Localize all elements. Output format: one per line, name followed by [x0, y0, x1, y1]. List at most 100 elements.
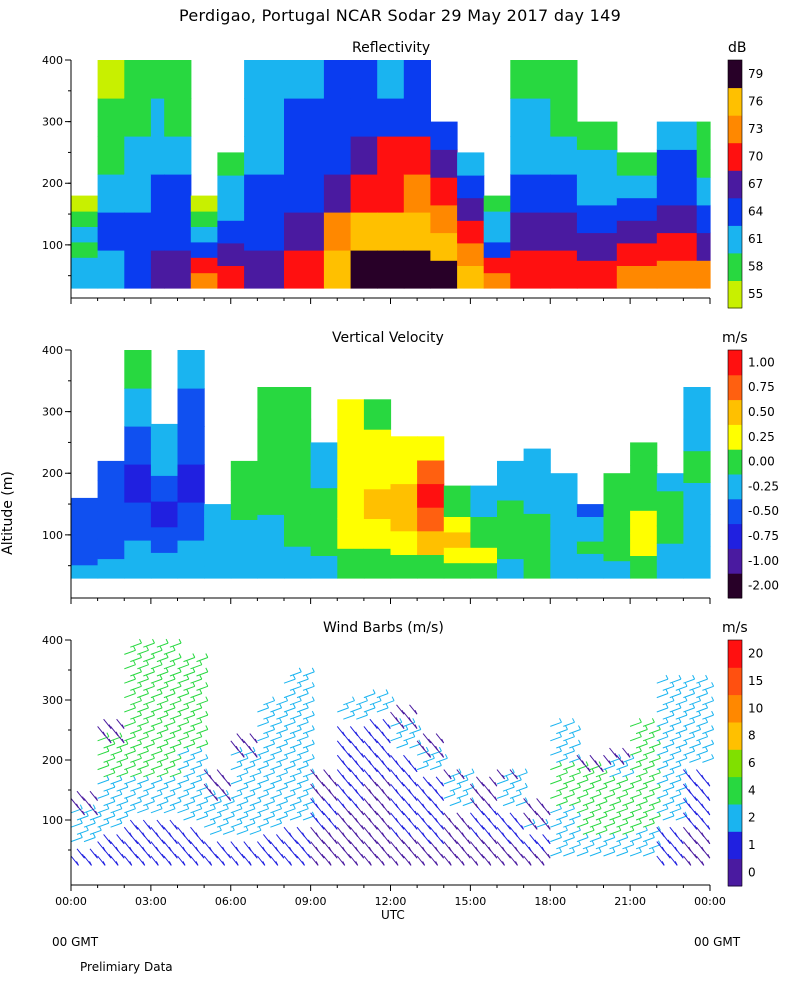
wind-barb-flag — [266, 761, 270, 766]
wind-barb-flag — [625, 775, 629, 781]
wind-barb-flag — [292, 804, 296, 809]
reflectivity-cell — [284, 212, 325, 251]
wind-barb — [556, 815, 568, 821]
wind-barb-flag — [511, 797, 515, 802]
wind-barb — [289, 714, 302, 720]
wind-barb — [97, 822, 110, 828]
wind-barb — [249, 829, 262, 835]
wind-barb-flag — [342, 789, 346, 794]
wind-barb-flag — [139, 696, 142, 701]
wind-barb — [648, 772, 661, 778]
wind-barb-flag — [172, 674, 176, 680]
vertical-velocity-cell — [656, 490, 684, 509]
wind-barb-flag — [454, 825, 458, 830]
wind-barb — [642, 721, 655, 727]
wind-barb — [302, 801, 315, 807]
wind-barb — [203, 822, 216, 828]
wind-barb — [263, 729, 275, 735]
reflectivity-cell — [244, 174, 285, 213]
wind-barb-flag — [199, 790, 203, 795]
wind-barb-flag — [385, 703, 389, 709]
wind-barb-flag — [334, 796, 338, 801]
wind-barb-flag — [565, 754, 568, 759]
wind-barb-flag — [401, 839, 405, 845]
wind-barb-flag — [359, 703, 362, 709]
reflectivity-cell — [576, 177, 618, 206]
wind-barb — [563, 837, 575, 843]
wind-barb-flag — [661, 861, 665, 866]
wind-barb-flag — [205, 653, 209, 658]
wind-barb-flag — [374, 853, 378, 859]
wind-barb — [263, 815, 275, 821]
wind-barb-flag — [598, 818, 602, 824]
wind-barb-flag — [279, 746, 283, 752]
wind-barb-flag — [199, 761, 203, 766]
wind-barb-flag — [146, 718, 149, 723]
wind-barb-flag — [192, 682, 196, 687]
reflectivity-cell — [71, 241, 99, 258]
reflectivity-cell — [550, 250, 578, 289]
figure-title: Perdigao, Portugal NCAR Sodar 29 May 201… — [178, 6, 622, 25]
wind-barb — [110, 779, 123, 785]
wind-barb — [509, 779, 522, 785]
vertical-velocity-cell — [683, 450, 711, 483]
wind-barb-flag — [192, 754, 196, 759]
vertical-velocity-cell — [550, 543, 578, 562]
wind-barb-flag — [678, 790, 682, 795]
wind-barb-flag — [408, 861, 412, 866]
wind-barb-flag — [461, 861, 465, 866]
wind-barb — [350, 707, 362, 713]
wind-barb — [143, 642, 155, 648]
wind-barb-flag — [195, 861, 199, 866]
wind-barb-flag — [239, 818, 243, 824]
wind-barb-flag — [422, 861, 426, 866]
vertical-velocity-cell — [363, 488, 392, 519]
vertical-velocity-cell — [656, 508, 684, 527]
wind-barb — [648, 757, 661, 763]
wind-barb-flag — [155, 846, 159, 852]
wind-barb-flag — [142, 832, 146, 837]
wind-barb — [642, 736, 655, 742]
reflectivity-cell — [323, 98, 352, 137]
wind-barb — [209, 815, 222, 821]
wind-barb-flag — [311, 782, 315, 788]
wind-barb-flag — [355, 846, 359, 852]
wind-barb-flag — [374, 753, 378, 758]
wind-barb-flag — [657, 840, 661, 845]
wind-barb-flag — [701, 817, 705, 823]
wind-barb — [296, 765, 309, 771]
wind-barb-flag — [139, 710, 142, 716]
wind-barb — [582, 844, 595, 850]
wind-barb-flag — [186, 804, 190, 809]
wind-barb-flag — [298, 739, 302, 745]
wind-barb-flag — [435, 789, 439, 794]
wind-barb-flag — [408, 760, 412, 765]
wind-barb-flag — [454, 853, 458, 859]
x-tick-label: 12:00 — [375, 895, 407, 908]
vertical-velocity-cell — [177, 540, 205, 579]
wind-barb-flag — [671, 696, 675, 701]
wind-barbs-unit: m/s — [722, 620, 748, 636]
vertical-velocity-cell — [124, 502, 152, 541]
reflectivity-cell — [350, 136, 378, 175]
wind-barb-flag — [671, 754, 675, 759]
wind-barb-flag — [192, 710, 196, 716]
wind-barb-flag — [374, 839, 378, 845]
wind-barb — [675, 786, 688, 792]
wind-barb — [163, 808, 176, 814]
wind-barb-flag — [245, 797, 249, 802]
colorbar-swatch — [728, 667, 742, 696]
vertical-velocity-cell — [124, 464, 152, 503]
colorbar-swatch — [728, 573, 742, 599]
wind-barb-flag — [108, 738, 112, 744]
wind-barb-flag — [348, 810, 352, 816]
wind-barb-flag — [541, 846, 545, 852]
wind-barb-flag — [694, 825, 698, 830]
wind-barb — [576, 851, 589, 857]
wind-barb — [177, 707, 189, 713]
wind-barb — [390, 736, 402, 742]
wind-barb — [556, 772, 568, 778]
wind-barb-flag — [342, 745, 346, 751]
wind-barb-flag — [112, 811, 116, 817]
wind-barb — [190, 779, 202, 785]
